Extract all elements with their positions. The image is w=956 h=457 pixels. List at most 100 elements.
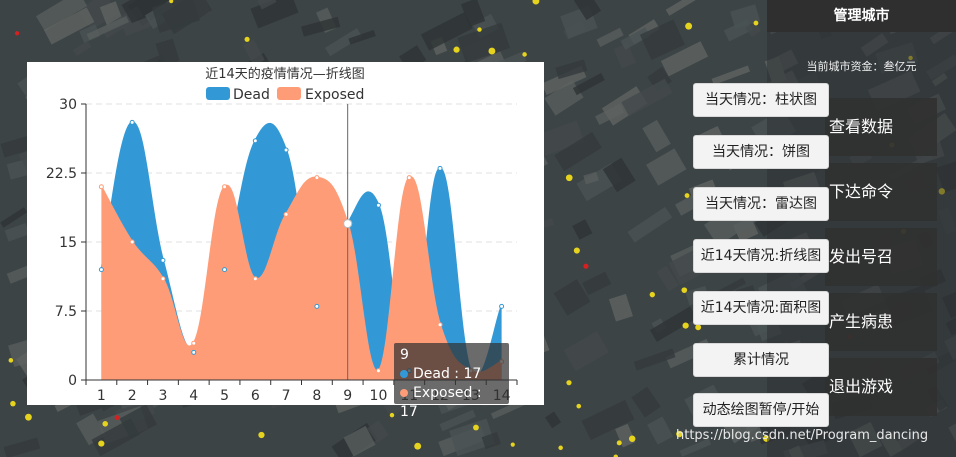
- tooltip-item-dead: Dead : 17: [400, 365, 503, 384]
- building-shape: [627, 206, 673, 243]
- building-shape: [35, 0, 88, 32]
- y-tick-label: 7.5: [55, 304, 77, 320]
- citizen-marker: [649, 291, 656, 298]
- building-shape: [250, 0, 299, 29]
- issue-command-button[interactable]: 下达命令: [825, 163, 937, 221]
- citizen-marker: [244, 36, 250, 42]
- x-tick-label: 1: [97, 388, 106, 404]
- building-shape: [620, 27, 651, 50]
- legend-label-dead: Dead: [233, 87, 270, 103]
- legend-item-exposed[interactable]: Exposed: [277, 87, 364, 103]
- citizen-marker: [583, 263, 589, 269]
- data-point-exposed[interactable]: [191, 340, 197, 346]
- data-point-exposed[interactable]: [406, 175, 412, 181]
- citizen-marker: [616, 440, 622, 446]
- data-point-exposed[interactable]: [252, 276, 258, 282]
- data-point-exposed[interactable]: [129, 239, 135, 245]
- data-point-dead[interactable]: [437, 165, 443, 171]
- citizen-marker: [682, 322, 689, 329]
- building-shape: [646, 148, 687, 186]
- x-tick-label: 7: [282, 388, 291, 404]
- citizen-marker: [510, 442, 515, 447]
- city-funds-label: 当前城市资金：叁亿元: [806, 60, 917, 73]
- building-shape: [545, 411, 562, 429]
- building-shape: [608, 293, 633, 322]
- building-shape: [602, 157, 636, 193]
- x-tick-label: 10: [370, 388, 388, 404]
- data-point-dead[interactable]: [314, 303, 320, 309]
- pause-resume-drawing-button[interactable]: 动态绘图暂停/开始: [693, 393, 829, 427]
- citizen-marker: [522, 52, 527, 57]
- cumulative-button[interactable]: 累计情况: [693, 343, 829, 377]
- building-shape: [613, 43, 636, 69]
- panel-title: 管理城市: [767, 0, 956, 32]
- data-point-exposed[interactable]: [437, 322, 443, 328]
- series-line-exposed: [100, 176, 503, 374]
- data-point-exposed[interactable]: [98, 184, 104, 190]
- citizen-marker: [565, 174, 573, 182]
- building-shape: [596, 27, 624, 47]
- building-shape: [457, 22, 511, 64]
- data-point-dead[interactable]: [375, 202, 381, 208]
- tooltip-title: 9: [400, 347, 409, 363]
- recent-line-chart-button[interactable]: 近14天情况:折线图: [693, 239, 829, 273]
- building-shape: [324, 28, 363, 57]
- citizen-marker: [25, 413, 32, 421]
- building-shape: [536, 120, 585, 157]
- citizen-marker: [488, 47, 496, 55]
- data-point-dead[interactable]: [160, 257, 166, 263]
- chart-panel: 近14天的疫情情况—折线图 Dead Exposed 0 7.5 15 22.5 30 1…: [27, 62, 544, 420]
- x-tick-label: 9: [343, 388, 352, 404]
- tooltip-dot-exposed: [400, 389, 408, 397]
- recent-area-chart-button[interactable]: 近14天情况:面积图: [693, 291, 829, 325]
- data-point-dead[interactable]: [283, 147, 289, 153]
- view-data-button[interactable]: 查看数据: [825, 98, 937, 156]
- chart-tooltip: 9 Dead : 17 Exposed : 17: [394, 343, 509, 420]
- data-point-dead[interactable]: [499, 303, 505, 309]
- legend-item-dead[interactable]: Dead: [206, 87, 270, 103]
- watermark: https://blog.csdn.net/Program_dancing: [676, 428, 929, 443]
- building-shape: [730, 4, 761, 29]
- daily-bar-chart-button[interactable]: 当天情况：柱状图: [693, 83, 829, 117]
- building-shape: [460, 0, 486, 27]
- generate-patients-button[interactable]: 产生病患: [825, 293, 937, 351]
- daily-pie-chart-button[interactable]: 当天情况：饼图: [693, 135, 829, 169]
- building-shape: [642, 119, 671, 153]
- x-tick-label: 3: [159, 388, 168, 404]
- citizen-marker: [98, 440, 105, 447]
- data-point-dead[interactable]: [252, 138, 258, 144]
- citizen-marker: [477, 27, 482, 32]
- tooltip-item-exposed: Exposed : 17: [400, 385, 482, 420]
- citizen-marker: [473, 424, 479, 431]
- citizen-marker: [573, 247, 580, 254]
- building-shape: [121, 0, 169, 24]
- issue-call-button[interactable]: 发出号召: [825, 228, 937, 286]
- exit-game-button[interactable]: 退出游戏: [825, 358, 937, 416]
- data-point-exposed[interactable]: [343, 219, 353, 229]
- y-tick-label: 0: [68, 373, 77, 389]
- data-point-dead[interactable]: [191, 349, 197, 355]
- data-point-exposed[interactable]: [314, 175, 320, 181]
- data-point-exposed[interactable]: [160, 276, 166, 282]
- tooltip-name-exposed: Exposed: [413, 385, 473, 401]
- building-shape: [151, 0, 200, 33]
- citizen-marker: [558, 445, 563, 451]
- building-shape: [343, 425, 376, 457]
- data-point-dead[interactable]: [98, 267, 104, 273]
- legend-swatch-dead: [206, 87, 230, 100]
- building-shape: [649, 306, 697, 342]
- data-point-dead[interactable]: [222, 267, 228, 273]
- daily-radar-chart-button[interactable]: 当天情况：雷达图: [693, 187, 829, 221]
- data-point-exposed[interactable]: [375, 368, 381, 374]
- data-point-exposed[interactable]: [283, 211, 289, 217]
- building-shape: [0, 207, 28, 228]
- citizen-marker: [628, 435, 636, 442]
- building-shape: [581, 399, 635, 441]
- data-point-exposed[interactable]: [222, 184, 228, 190]
- building-shape: [572, 73, 605, 96]
- data-point-dead[interactable]: [129, 119, 135, 125]
- building-shape: [665, 0, 709, 16]
- citizen-marker: [684, 193, 690, 198]
- citizen-marker: [695, 324, 702, 331]
- citizen-marker: [613, 454, 618, 457]
